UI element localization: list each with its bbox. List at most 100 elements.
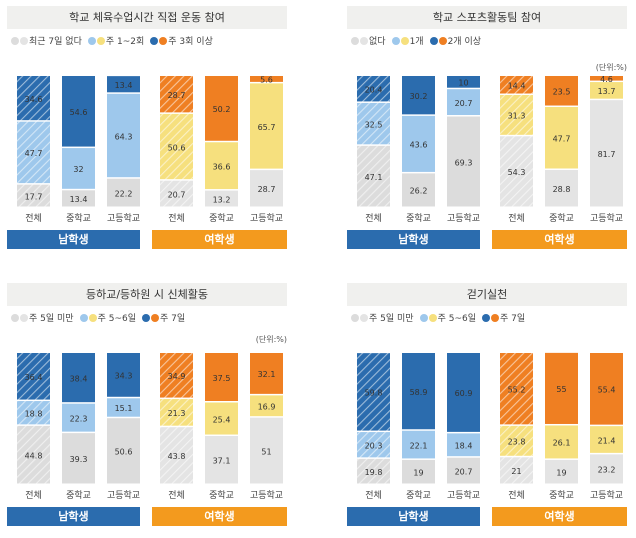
- data-label: 43.8: [168, 452, 186, 461]
- legend-swatch-male-low: [351, 37, 359, 45]
- data-label: 60.9: [455, 389, 473, 398]
- bar-segment-female-high-school-low: [250, 417, 283, 484]
- data-label: 31.3: [508, 112, 526, 121]
- data-label: 13.2: [213, 195, 231, 204]
- category-label: 중학교: [549, 213, 574, 224]
- bar-segment-male-high-school-low: [107, 418, 140, 484]
- data-label: 13.4: [115, 81, 133, 90]
- data-label: 50.6: [115, 448, 133, 457]
- bar-segment-female-total-low: [160, 427, 193, 484]
- bar-segment-male-total-high: [357, 76, 390, 102]
- bar-segment-male-middle-school-high: [402, 76, 435, 115]
- data-label: 20.7: [168, 190, 186, 199]
- legend-swatch-female-high: [159, 37, 168, 45]
- data-label: 18.8: [25, 409, 43, 418]
- bar-segment-male-high-school-mid: [447, 433, 480, 457]
- panel-pe-class-participation: 학교 체육수업시간 직접 운동 참여 최근 7일 없다 주 1~2회 주 3회 이상 1…: [7, 6, 287, 261]
- data-label: 13.4: [70, 195, 88, 204]
- data-label: 16.9: [258, 403, 276, 412]
- category-label: 고등학교: [250, 490, 283, 501]
- group-label-male: 남학생: [347, 230, 480, 249]
- legend-swatch-female-mid: [96, 37, 105, 45]
- stacked-bar-chart: 47.1 32.5 20.4 전체 26.2 43.6 30.2 중학교 69.3 20.7 10 고…: [357, 75, 623, 224]
- legend-label: 주 5~6일: [437, 314, 476, 324]
- data-label: 20.7: [455, 467, 473, 476]
- data-label: 39.3: [70, 455, 88, 464]
- data-label: 13.7: [598, 87, 616, 96]
- data-label: 26.1: [553, 439, 571, 448]
- legend-swatch-male-mid: [419, 314, 428, 322]
- data-label: 19.8: [365, 468, 383, 477]
- legend-label: 1개: [409, 37, 424, 47]
- legend: 최근 7일 없다 주 1~2회 주 3회 이상: [11, 34, 219, 47]
- bar-segment-female-total-high: [160, 76, 193, 113]
- category-label: 전체: [25, 490, 42, 501]
- data-label: 23.2: [598, 466, 616, 475]
- data-label: 20.3: [365, 441, 383, 450]
- bar-segment-male-total-low: [17, 184, 50, 207]
- legend-swatch-male-high: [429, 37, 438, 45]
- bar-segment-female-middle-school-mid: [205, 402, 238, 435]
- category-label: 고등학교: [107, 213, 140, 224]
- panel-title: 등하교/등하원 시 신체활동: [7, 283, 287, 306]
- bar-segment-female-total-high: [160, 353, 193, 398]
- bar-segment-male-high-school-mid: [447, 89, 480, 116]
- legend-swatch-female-mid: [428, 314, 437, 322]
- legend: 주 5일 미만 주 5~6일 주 7일: [351, 311, 531, 324]
- category-label: 중학교: [406, 213, 431, 224]
- bar-segment-male-middle-school-high: [402, 353, 435, 430]
- data-label: 59.8: [365, 389, 383, 398]
- legend-swatch-female-low: [360, 37, 368, 45]
- category-label: 중학교: [406, 490, 431, 501]
- legend: 주 5일 미만 주 5~6일 주 7일: [11, 311, 191, 324]
- legend-swatch-female-high: [491, 314, 499, 322]
- bar-segment-male-high-school-low: [447, 457, 480, 484]
- bar-segment-male-total-mid: [17, 401, 50, 425]
- bar-segment-female-total-low: [500, 136, 533, 207]
- legend-item-high: 주 3회 이상: [150, 37, 213, 47]
- legend-item-low: 주 5일 미만: [351, 314, 414, 324]
- bar-segment-male-high-school-low: [107, 178, 140, 207]
- data-label: 28.7: [168, 91, 186, 100]
- legend-label: 주 3회 이상: [168, 37, 213, 47]
- bar-segment-female-middle-school-low: [545, 169, 578, 207]
- category-label: 중학교: [209, 213, 234, 224]
- data-label: 18.4: [455, 442, 473, 451]
- data-label: 28.7: [258, 185, 276, 194]
- group-label-female: 여학생: [152, 507, 287, 526]
- legend-swatch-male-low: [11, 314, 19, 322]
- legend-item-low: 주 5일 미만: [11, 314, 74, 324]
- bar-segment-female-middle-school-high: [205, 76, 238, 141]
- data-label: 22.2: [115, 189, 133, 198]
- data-label: 17.7: [25, 192, 43, 201]
- panel-title: 걷기실천: [347, 283, 627, 306]
- bar-segment-male-high-school-high: [107, 76, 140, 93]
- legend-label: 주 7일: [160, 314, 186, 324]
- bar-segment-male-high-school-low: [447, 116, 480, 207]
- legend-item-high: 주 7일: [482, 314, 525, 324]
- legend-label: 주 5~6일: [97, 314, 136, 324]
- stacked-bar-chart: 17.7 47.7 34.6 전체 13.4 32 54.6 중학교 22.2 64.3 13.4 고…: [17, 76, 283, 224]
- data-label: 21.4: [598, 436, 616, 445]
- legend-item-high: 주 7일: [142, 314, 185, 324]
- data-label: 22.1: [410, 441, 428, 450]
- bar-segment-male-middle-school-mid: [402, 115, 435, 172]
- bar-segment-female-total-mid: [500, 95, 533, 135]
- bar-segment-female-middle-school-low: [205, 190, 238, 207]
- data-label: 25.4: [213, 415, 231, 424]
- data-label: 21.3: [168, 409, 186, 418]
- data-label: 34.9: [168, 372, 186, 381]
- data-label: 37.1: [213, 457, 231, 466]
- panel-title: 학교 스포츠활동팀 참여: [347, 6, 627, 29]
- data-label: 81.7: [598, 150, 616, 159]
- data-label: 54.6: [70, 108, 88, 117]
- bar-segment-female-total-mid: [160, 113, 193, 180]
- bar-segment-male-middle-school-high: [62, 76, 95, 147]
- data-label: 34.6: [25, 95, 43, 104]
- data-label: 15.1: [115, 404, 133, 413]
- data-label: 47.7: [553, 135, 571, 144]
- data-label: 5.6: [260, 76, 273, 85]
- bar-segment-male-middle-school-low: [402, 459, 435, 484]
- bar-segment-female-high-school-high: [250, 353, 283, 394]
- data-label: 50.6: [168, 143, 186, 152]
